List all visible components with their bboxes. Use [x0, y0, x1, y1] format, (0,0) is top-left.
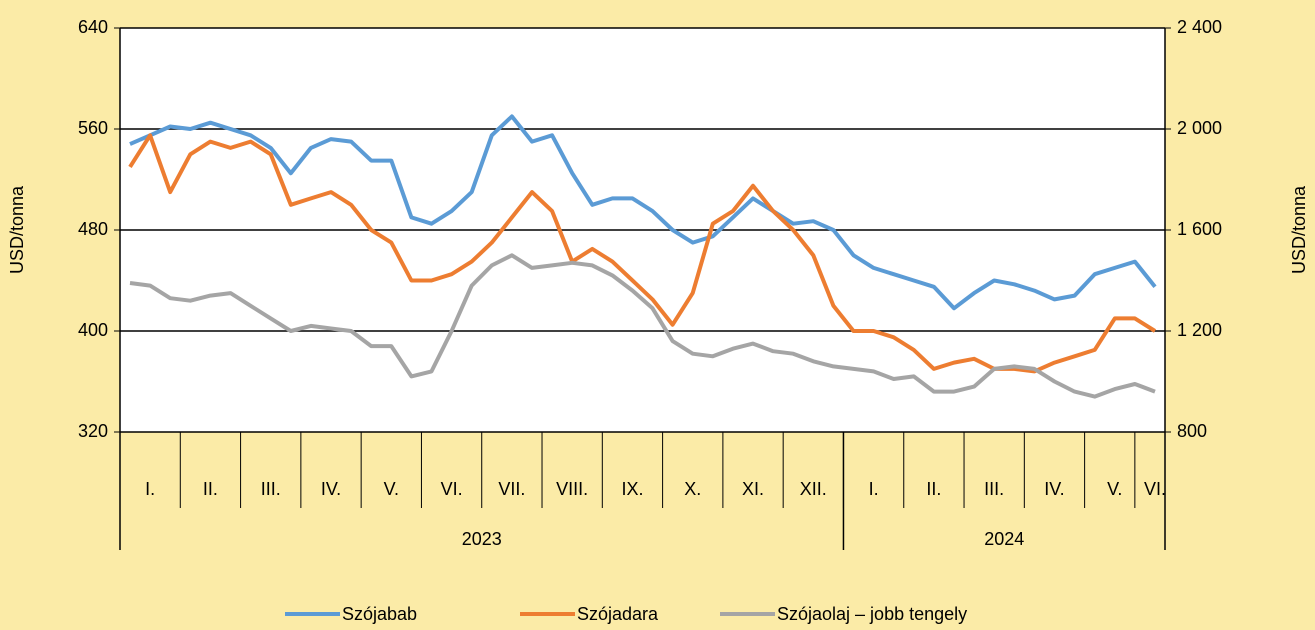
x-tick-label: VIII.	[556, 479, 588, 499]
y2-tick-label: 2 400	[1177, 17, 1222, 37]
x-tick-label: V.	[384, 479, 399, 499]
x-tick-label: VI.	[1144, 479, 1166, 499]
series-line	[129, 253, 1156, 399]
x-tick-label: II.	[926, 479, 941, 499]
y-tick-label: 480	[78, 219, 108, 239]
x-tick-label: IX.	[621, 479, 643, 499]
legend-label: Szójabab	[342, 604, 417, 624]
x-tick-label: V.	[1107, 479, 1122, 499]
x-tick-label: IV.	[1044, 479, 1064, 499]
legend-label: Szójaolaj – jobb tengely	[777, 604, 967, 624]
y-tick-label: 640	[78, 17, 108, 37]
x-tick-label: XII.	[800, 479, 827, 499]
series-line	[128, 133, 1157, 374]
x-tick-label: I.	[145, 479, 155, 499]
y2-tick-label: 2 000	[1177, 118, 1222, 138]
x-tick-label: I.	[869, 479, 879, 499]
x-tick-label: VI.	[441, 479, 463, 499]
x-tick-label: X.	[684, 479, 701, 499]
x-tick-label: VII.	[498, 479, 525, 499]
y2-tick-label: 800	[1177, 421, 1207, 441]
x-tick-label: III.	[261, 479, 281, 499]
year-label: 2024	[984, 529, 1024, 549]
y-tick-label: 560	[78, 118, 108, 138]
x-tick-label: IV.	[321, 479, 341, 499]
y2-tick-label: 1 200	[1177, 320, 1222, 340]
x-tick-label: II.	[203, 479, 218, 499]
series-line	[129, 114, 1157, 311]
legend-label: Szójadara	[577, 604, 659, 624]
x-tick-label: III.	[984, 479, 1004, 499]
x-tick-label: XI.	[742, 479, 764, 499]
y2-tick-label: 1 600	[1177, 219, 1222, 239]
y-axis-title: USD/tonna	[7, 185, 27, 274]
y2-axis-title: USD/tonna	[1289, 185, 1309, 274]
year-label: 2023	[462, 529, 502, 549]
y-tick-label: 320	[78, 421, 108, 441]
y-tick-label: 400	[78, 320, 108, 340]
